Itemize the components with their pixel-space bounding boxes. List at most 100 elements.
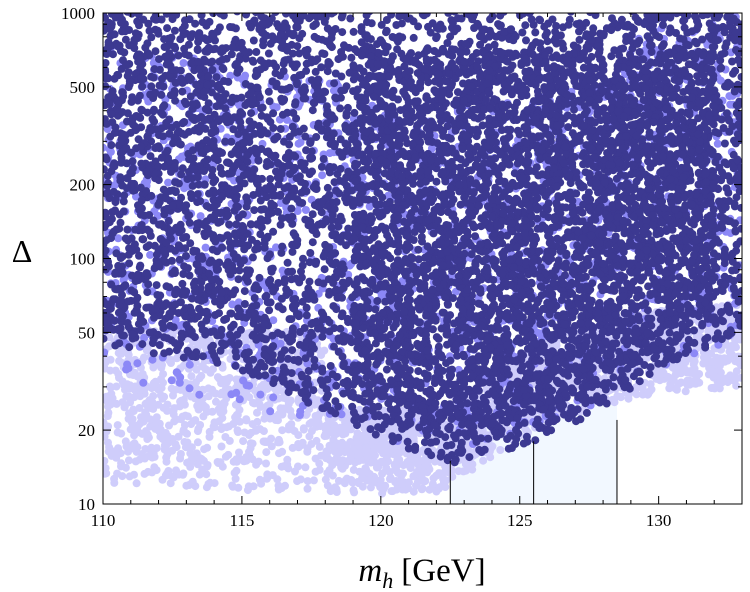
data-point [395,477,404,486]
data-point [461,466,470,475]
data-point [699,359,708,368]
data-point [366,483,375,492]
data-point [307,427,316,435]
data-point [309,476,318,485]
data-point [203,443,212,452]
data-point [147,443,156,452]
data-point [288,346,297,355]
data-point [216,408,225,417]
data-point [399,461,408,470]
data-point [112,382,121,391]
data-point [195,398,204,407]
data-point [323,469,332,478]
data-point [417,485,426,494]
data-point [299,424,308,433]
data-point [728,341,737,350]
data-point [213,458,222,466]
data-point [143,430,152,439]
data-point [111,366,120,375]
data-point [180,421,189,429]
data-point [522,36,530,45]
data-point [713,381,722,390]
data-point [731,357,740,366]
data-point [103,427,111,436]
data-point [130,470,138,479]
data-point [212,397,220,406]
data-point [366,475,375,484]
data-point [218,363,227,372]
data-point [104,402,112,411]
data-point [193,460,202,469]
data-point [233,13,241,16]
data-point [358,473,367,482]
data-point [428,480,437,489]
data-point [208,385,217,394]
data-point [201,403,210,412]
data-point [320,346,329,355]
data-point [175,378,184,387]
data-point [624,394,633,403]
data-point [716,371,725,380]
data-point [267,442,276,451]
data-point [144,452,153,460]
data-point [248,439,257,448]
data-point [294,462,302,471]
scatter-points [103,13,742,498]
data-point [282,404,291,413]
data-point [122,442,131,451]
data-point [242,13,251,19]
data-point [713,357,722,366]
data-point [150,383,158,392]
data-point [681,387,690,396]
data-point [326,362,335,370]
data-point [135,404,144,412]
data-point [179,59,188,67]
data-point [616,392,625,401]
data-point [115,356,124,365]
data-point [143,398,152,407]
data-point [182,481,191,490]
data-point [126,381,135,390]
data-point [165,471,174,480]
data-point [363,452,371,461]
data-point [185,384,194,393]
data-point [164,178,173,187]
data-point [176,401,185,410]
data-point [146,415,155,424]
data-point [294,139,303,148]
data-point [156,391,165,400]
data-point [146,250,155,259]
data-point [172,466,180,475]
data-point [311,467,320,476]
data-point [126,398,135,407]
data-point [242,381,251,390]
data-point [377,457,386,466]
data-point [162,453,171,462]
data-point [338,440,347,449]
data-point [248,455,257,464]
data-point [133,372,142,381]
data-point [232,457,241,466]
data-point [240,428,249,437]
data-point [133,359,142,368]
data-point [301,206,310,214]
data-point [103,457,109,465]
data-point [204,480,213,488]
data-point [205,432,214,441]
data-point [496,446,505,454]
data-point [403,437,412,446]
data-point [218,377,227,385]
data-point [158,475,167,484]
data-point [447,441,456,449]
data-point [233,426,242,435]
data-point [287,420,296,429]
data-point [268,366,277,375]
data-point [224,450,233,459]
data-point [567,13,575,16]
data-point [283,455,292,464]
data-point [130,439,139,448]
data-point [105,342,114,351]
data-point [399,469,407,478]
data-point [308,106,317,115]
